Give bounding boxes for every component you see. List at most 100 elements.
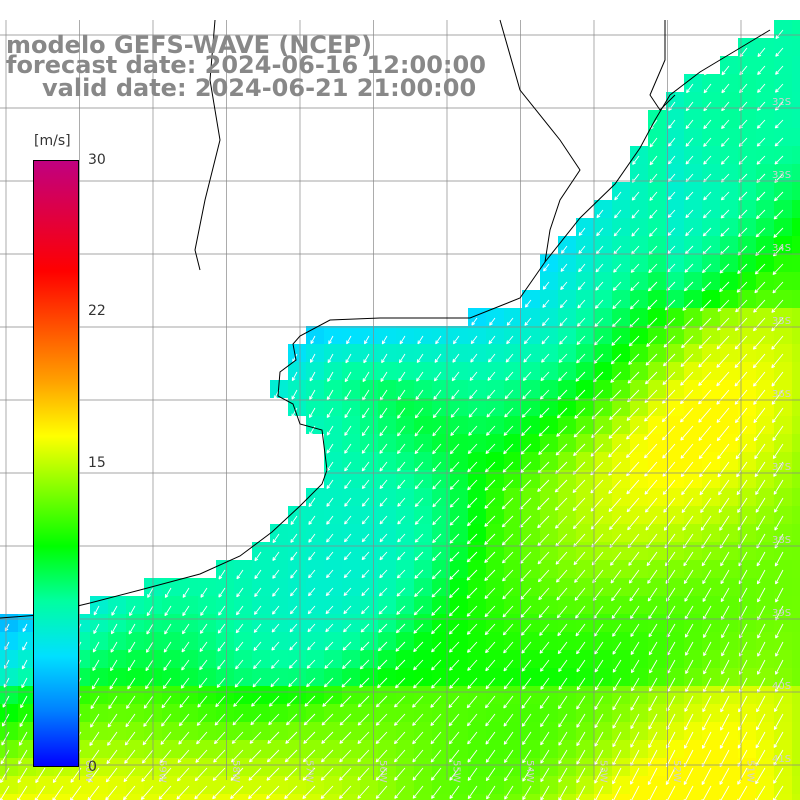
wind-arrow [698,371,712,387]
speed-cell [684,542,702,560]
wind-arrow [339,749,352,763]
wind-arrow [217,641,226,652]
speed-cell [774,290,792,308]
speed-cell [558,686,576,704]
speed-cell [90,650,108,668]
speed-cell [576,596,594,614]
wind-arrow [630,281,640,292]
wind-arrow [467,749,478,763]
speed-cell [558,308,576,326]
wind-arrow [752,317,766,332]
wind-arrow [1,731,10,746]
wind-arrow [558,659,568,672]
speed-cell [666,290,684,308]
speed-cell [630,308,648,326]
speed-cell [576,686,594,704]
wind-arrow [594,731,604,747]
speed-cell [792,722,800,740]
wind-arrow [756,101,766,111]
wind-arrow [363,353,370,364]
wind-arrow [503,425,514,436]
wind-arrow [484,533,496,546]
speed-cell [468,542,486,560]
wind-arrow [382,317,388,326]
wind-arrow [626,479,640,495]
wind-arrow [649,659,658,674]
speed-cell [252,560,270,578]
speed-cell [342,398,360,416]
wind-arrow [753,407,766,424]
speed-cell [738,272,756,290]
wind-arrow [502,461,514,473]
wind-arrow [270,677,280,688]
speed-cell [198,758,216,776]
speed-cell [630,254,648,272]
wind-arrow [361,407,370,419]
speed-cell [774,164,792,182]
wind-arrow [556,425,568,437]
speed-cell [108,722,126,740]
speed-cell [432,362,450,380]
wind-arrow [649,209,658,219]
speed-cell [414,542,432,560]
wind-arrow [753,299,766,313]
wind-arrow [250,713,262,726]
wind-arrow [254,569,262,580]
speed-cell [576,362,594,380]
wind-arrow [397,425,406,437]
wind-arrow [754,461,766,478]
speed-cell [612,326,630,344]
wind-arrow [339,695,352,708]
wind-arrow [575,623,586,637]
speed-cell [774,218,792,236]
wind-arrow [522,749,532,764]
speed-cell [126,704,144,722]
wind-arrow [560,281,568,291]
wind-arrow [176,785,190,800]
speed-cell [558,236,576,254]
speed-cell [720,632,738,650]
speed-cell [666,128,684,146]
wind-arrow [379,569,388,579]
speed-cell [558,344,576,362]
speed-cell [720,614,738,632]
speed-cell [0,668,18,686]
speed-cell [162,614,180,632]
speed-cell [594,632,612,650]
wind-arrow [377,677,388,689]
speed-cell [720,578,738,596]
speed-cell [504,506,522,524]
wind-arrow [628,551,640,566]
wind-arrow [703,191,712,201]
speed-cell [648,632,666,650]
speed-cell [414,704,432,722]
speed-cell [342,704,360,722]
wind-arrow [594,749,604,766]
wind-arrow [698,353,712,368]
wind-arrow [556,587,568,601]
speed-cell [414,776,432,794]
speed-cell [648,128,666,146]
wind-arrow [630,767,640,785]
speed-cell [594,362,612,380]
speed-cell [486,380,504,398]
wind-arrow [577,281,586,291]
speed-cell [468,380,486,398]
speed-cell [774,146,792,164]
speed-cell [630,272,648,290]
wind-arrow [774,101,784,111]
wind-arrow [216,677,226,688]
wind-arrow [359,659,370,670]
speed-cell [108,758,126,776]
speed-cell [324,668,342,686]
speed-cell [594,560,612,578]
wind-arrow [719,515,730,531]
speed-cell [522,308,540,326]
speed-cell [666,182,684,200]
wind-arrow [680,443,694,459]
wind-arrow [757,83,766,93]
speed-cell [648,740,666,758]
wind-arrow [648,641,658,656]
wind-arrow [466,641,478,653]
